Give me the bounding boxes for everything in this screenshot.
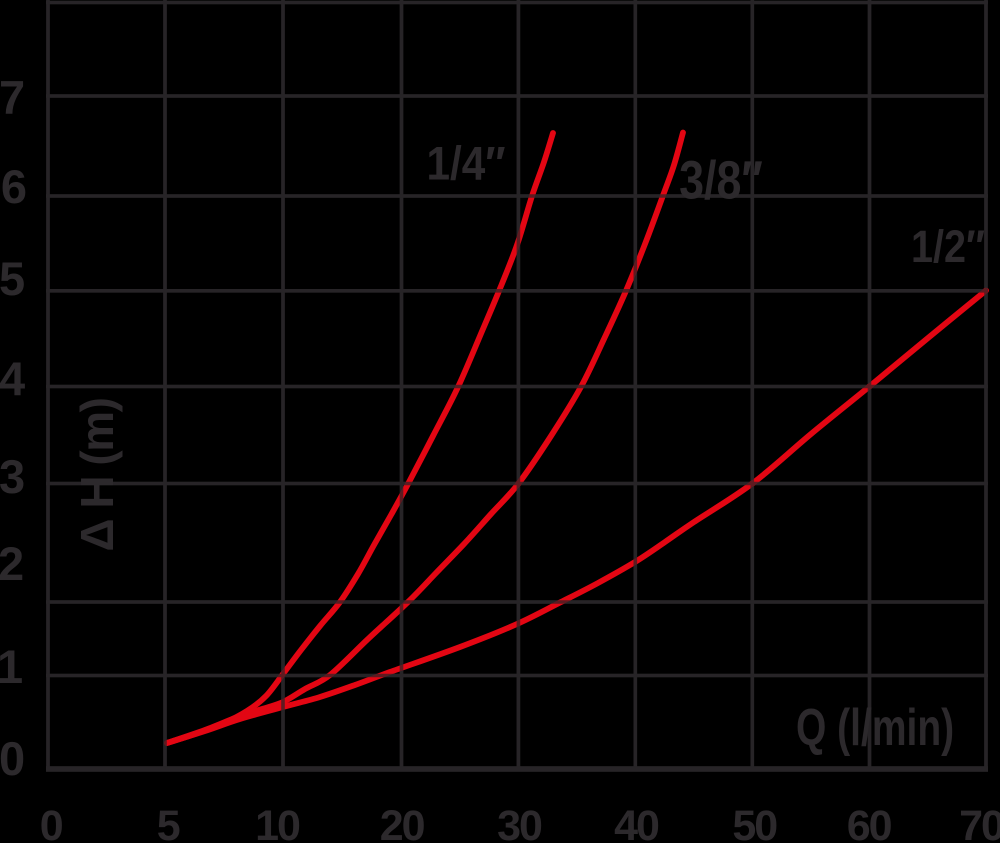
svg-text:4: 4: [0, 352, 25, 405]
svg-text:7: 7: [0, 71, 25, 124]
svg-text:0: 0: [0, 732, 25, 785]
svg-text:10: 10: [255, 802, 300, 843]
svg-text:Δ H (m): Δ H (m): [71, 398, 123, 551]
svg-text:5: 5: [157, 802, 180, 843]
svg-text:40: 40: [614, 802, 659, 843]
svg-text:3/8″: 3/8″: [679, 150, 763, 211]
svg-text:30: 30: [497, 802, 542, 843]
svg-text:6: 6: [1, 160, 27, 213]
svg-text:Q (l/min): Q (l/min): [796, 697, 954, 756]
svg-text:5: 5: [0, 252, 25, 305]
svg-text:1: 1: [0, 640, 23, 693]
svg-text:0: 0: [40, 802, 63, 843]
svg-text:70: 70: [959, 802, 1000, 843]
svg-text:50: 50: [732, 802, 777, 843]
svg-text:1/2″: 1/2″: [911, 222, 985, 272]
svg-text:60: 60: [847, 802, 892, 843]
svg-text:20: 20: [380, 802, 425, 843]
svg-text:3: 3: [0, 450, 25, 503]
svg-text:2: 2: [0, 537, 24, 590]
svg-text:1/4″: 1/4″: [426, 139, 505, 191]
